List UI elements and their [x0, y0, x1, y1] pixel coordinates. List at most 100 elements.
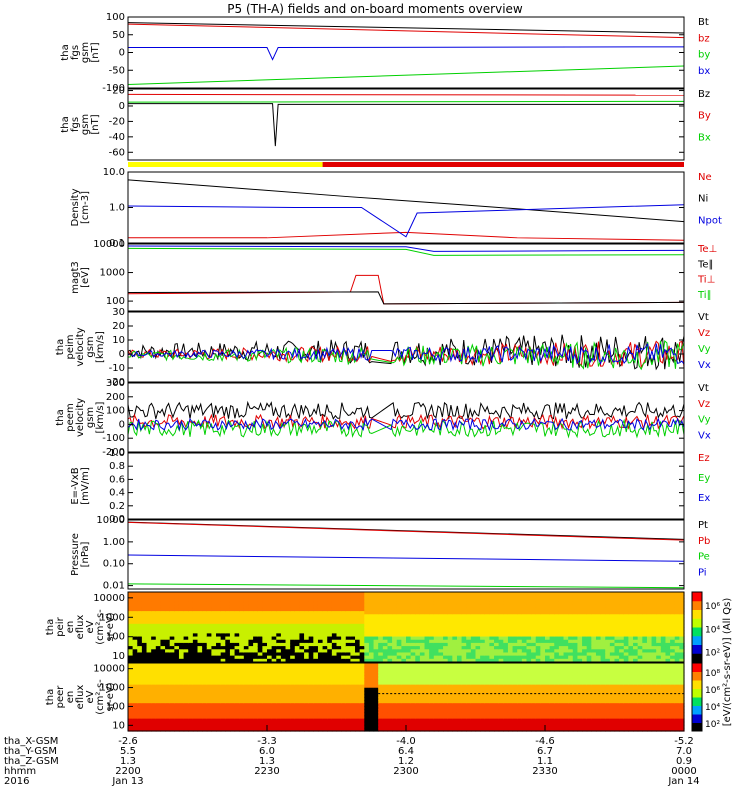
spectrogram-cell — [225, 715, 231, 720]
y-tick-label: 0.01 — [103, 581, 125, 592]
spectrogram-cell — [243, 715, 250, 720]
spectrogram-cell — [456, 607, 463, 612]
spectrogram-cell — [132, 655, 138, 660]
spectrogram-cell — [419, 642, 426, 647]
spectrogram-cell — [188, 617, 194, 622]
spectrogram-cell — [248, 595, 254, 599]
spectrogram-cell — [280, 700, 287, 704]
spectrogram-cell — [280, 724, 287, 729]
spectrogram-cell — [313, 727, 319, 732]
spectrogram-cell — [350, 642, 356, 647]
spectrogram-cell — [456, 684, 463, 689]
spectrogram-cell — [276, 712, 282, 717]
spectrogram-cell — [415, 633, 421, 638]
spectrogram-cell — [373, 646, 379, 650]
spectrogram-cell — [512, 658, 518, 663]
spectrogram-cell — [456, 681, 463, 686]
spectrogram-cell — [401, 617, 407, 622]
spectrogram-cell — [540, 655, 546, 660]
spectrogram-cell — [290, 687, 296, 692]
spectrogram-cell — [517, 658, 523, 663]
spectrogram-cell — [670, 607, 676, 612]
spectrogram-cell — [146, 636, 152, 641]
spectrogram-cell — [169, 598, 175, 603]
spectrogram-cell — [364, 601, 370, 606]
spectrogram-cell — [558, 709, 565, 714]
spectrogram-cell — [141, 678, 148, 683]
spectrogram-cell — [591, 604, 597, 609]
spectrogram-cell — [327, 592, 333, 596]
spectrogram-cell — [582, 617, 588, 622]
spectrogram-cell — [331, 715, 338, 720]
spectrogram-cell — [637, 649, 643, 654]
spectrogram-cell — [410, 706, 416, 710]
spectrogram-cell — [466, 623, 472, 628]
spectrogram-cell — [197, 700, 203, 704]
y-axis-label: magt3 [eV] — [70, 261, 91, 294]
spectrogram-cell — [419, 611, 426, 615]
spectrogram-cell — [651, 620, 657, 625]
spectrogram-cell — [257, 721, 263, 726]
spectrogram-cell — [285, 712, 291, 717]
spectrogram-cell — [554, 630, 560, 634]
colorbar-segment — [692, 600, 702, 610]
spectrogram-cell — [206, 595, 212, 599]
spectrogram-cell — [461, 706, 467, 710]
spectrogram-cell — [406, 666, 412, 670]
spectrogram-cell — [294, 604, 301, 609]
spectrogram-cell — [313, 687, 319, 692]
spectrogram-cell — [531, 727, 537, 732]
spectrogram-cell — [257, 642, 263, 647]
spectrogram-cell — [155, 604, 162, 609]
spectrogram-cell — [248, 627, 254, 631]
spectrogram-cell — [174, 636, 180, 641]
spectrogram-cell — [341, 700, 347, 704]
spectrogram-cell — [178, 697, 185, 701]
spectrogram-cell — [563, 715, 569, 720]
spectrogram-cell — [141, 595, 148, 599]
spectrogram-cell — [470, 646, 477, 650]
spectrogram-cell — [429, 687, 435, 692]
spectrogram-cell — [359, 604, 365, 609]
spectrogram-cell — [280, 681, 287, 686]
spectrogram-cell — [600, 636, 606, 641]
spectrogram-cell — [438, 633, 444, 638]
spectrogram-cell — [364, 592, 370, 596]
spectrogram-cell — [651, 595, 657, 599]
spectrogram-cell — [183, 721, 189, 726]
spectrogram-cell — [517, 703, 523, 707]
spectrogram-cell — [424, 595, 430, 599]
spectrogram-cell — [410, 709, 416, 714]
spectrogram-cell — [364, 598, 370, 603]
spectrogram-cell — [628, 604, 634, 609]
spectrogram-cell — [410, 715, 416, 720]
spectrogram-cell — [475, 627, 481, 631]
spectrogram-cell — [387, 721, 393, 726]
spectrogram-cell — [178, 652, 185, 657]
spectrogram-cell — [313, 693, 319, 698]
spectrogram-cell — [267, 724, 273, 729]
spectrogram-cell — [192, 706, 199, 710]
spectrogram-cell — [433, 703, 440, 707]
y-tick-label: 0.2 — [109, 501, 125, 512]
spectrogram-cell — [285, 663, 291, 667]
spectrogram-cell — [447, 690, 453, 695]
spectrogram-cell — [531, 592, 537, 596]
spectrogram-cell — [155, 700, 162, 704]
spectrogram-cell — [234, 636, 240, 641]
spectrogram-cell — [470, 709, 477, 714]
spectrogram-cell — [424, 672, 430, 676]
spectrogram-cell — [438, 604, 444, 609]
spectrogram-cell — [563, 652, 569, 657]
spectrogram-cell — [322, 690, 328, 695]
spectrogram-cell — [535, 620, 541, 625]
spectrogram-cell — [419, 607, 426, 612]
spectrogram-cell — [294, 675, 301, 680]
spectrogram-cell — [331, 642, 338, 647]
spectrogram-cell — [141, 718, 148, 723]
spectrogram-cell — [262, 633, 268, 638]
spectrogram-cell — [554, 672, 560, 676]
spectrogram-cell — [563, 724, 569, 729]
spectrogram-cell — [262, 712, 268, 717]
spectrogram-cell — [466, 675, 472, 680]
